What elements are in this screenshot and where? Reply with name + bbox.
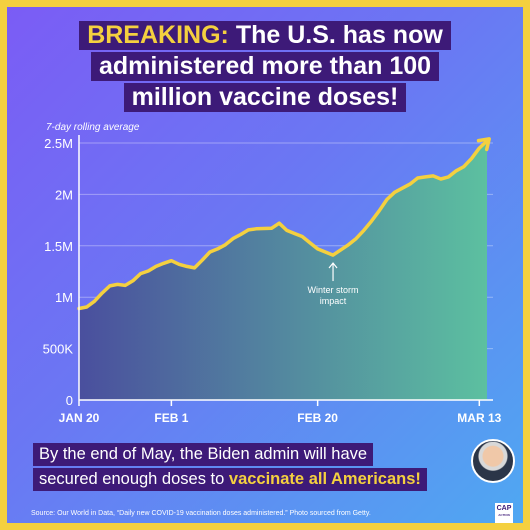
y-tick-label: 2.5M <box>44 136 73 151</box>
breaking-label: BREAKING: <box>87 21 229 49</box>
doses-line <box>77 139 489 311</box>
x-tick-label: MAR 13 <box>457 411 501 425</box>
x-tick-label: FEB 20 <box>297 411 338 425</box>
chart-subtitle: 7-day rolling average <box>46 122 140 133</box>
cap-action-logo: CAP ACTION <box>495 503 513 523</box>
headline-line-1: BREAKING: The U.S. has now <box>79 21 451 50</box>
axes: 0 500K 1M 1.5M 2M 2.5M JAN 20 FEB 1 FEB 20 MAR 13 <box>43 135 502 425</box>
y-tick-label: 1M <box>55 290 73 305</box>
area-layer <box>79 140 487 400</box>
doses-area <box>79 140 487 400</box>
footer-line-1: By the end of May, the Biden admin will … <box>33 443 374 466</box>
footer-line-2-text: secured enough doses to <box>39 470 229 488</box>
y-tick-label: 0 <box>66 393 73 408</box>
footer-callout: By the end of May, the Biden admin will … <box>33 443 483 493</box>
headline-line-2: administered more than 100 <box>90 52 440 81</box>
line-layer <box>77 137 491 311</box>
annotation-text-2: impact <box>320 296 347 306</box>
annotation-arrowhead <box>328 262 338 269</box>
logo-sub: ACTION <box>498 513 510 517</box>
y-tick-label: 500K <box>43 342 74 357</box>
source-note: Source: Our World in Data, “Daily new CO… <box>31 510 371 517</box>
line-arrowhead <box>476 137 491 152</box>
footer-emphasis: vaccinate all Americans! <box>228 470 421 488</box>
logo-main: CAP <box>496 505 512 512</box>
headline-line-3: million vaccine doses! <box>123 83 407 112</box>
avatar <box>471 439 515 483</box>
x-tick-label: JAN 20 <box>59 411 100 425</box>
y-tick-label: 1.5M <box>44 239 73 254</box>
headline: BREAKING: The U.S. has now administered … <box>7 21 523 114</box>
vaccination-chart: 7-day rolling average 0 500K 1M 1.5M 2M 2.5M J… <box>43 122 502 425</box>
headline-line-1-text: The U.S. has now <box>228 21 443 49</box>
x-tick-label: FEB 1 <box>154 411 188 425</box>
footer-line-2: secured enough doses to vaccinate all Am… <box>33 468 427 491</box>
y-tick-label: 2M <box>55 187 73 202</box>
annotation-text-1: Winter storm <box>308 285 359 295</box>
